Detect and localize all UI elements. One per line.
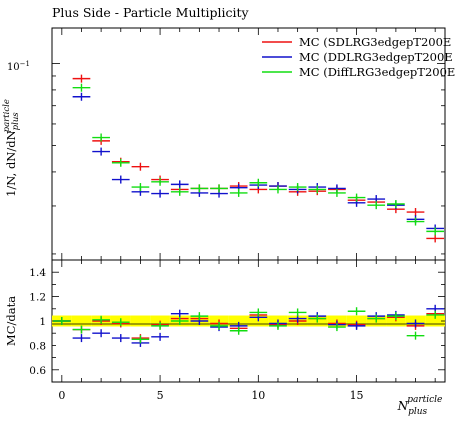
ratio-panel: 0.6 0.8 1 1.2 1.4 MC/data 0 5 10 15 Npluspartic… <box>4 28 446 417</box>
ratio-data-marks <box>52 304 445 347</box>
ratio-ytick-label: 1 <box>39 316 46 328</box>
main-data-marks <box>72 74 445 243</box>
main-panel: 10−1 1/N, dN/dNplusparticle MC (SDLRG3ed… <box>2 27 455 261</box>
x-tick-label: 0 <box>58 389 65 402</box>
main-y-axis-label: 1/N, dN/dNplusparticle <box>2 99 21 197</box>
ratio-ytick-label: 0.6 <box>29 365 46 377</box>
x-tick-label: 5 <box>157 389 164 402</box>
ratio-y-ticks: 0.6 0.8 1 1.2 1.4 <box>29 259 445 383</box>
legend-label: MC (DiffLRG3edgepT200E <box>299 65 455 79</box>
chart-title: Plus Side - Particle Multiplicity <box>52 5 250 20</box>
legend-label: MC (SDLRG3edgepT200E <box>299 35 451 49</box>
ratio-band-segment <box>425 315 445 327</box>
main-y-ticks <box>52 63 445 255</box>
ratio-uncertainty-band <box>52 315 445 327</box>
ratio-ytick-label: 1.4 <box>29 267 46 279</box>
ratio-band-segment <box>130 315 151 327</box>
x-axis-label: Nplusparticle <box>397 395 443 417</box>
legend-label: MC (DDLRG3edgepT200E <box>299 50 453 64</box>
x-tick-label: 15 <box>350 389 364 402</box>
x-axis-ticks: 0 5 10 15 <box>58 28 436 402</box>
main-ytick-label: 10−1 <box>7 60 30 73</box>
ratio-ytick-label: 1.2 <box>29 292 46 304</box>
ratio-band-segment <box>228 315 249 327</box>
ratio-ytick-label: 0.8 <box>29 340 46 352</box>
x-tick-label: 10 <box>251 389 265 402</box>
ratio-band-segment <box>71 315 92 327</box>
ratio-y-axis-label: MC/data <box>4 296 18 346</box>
